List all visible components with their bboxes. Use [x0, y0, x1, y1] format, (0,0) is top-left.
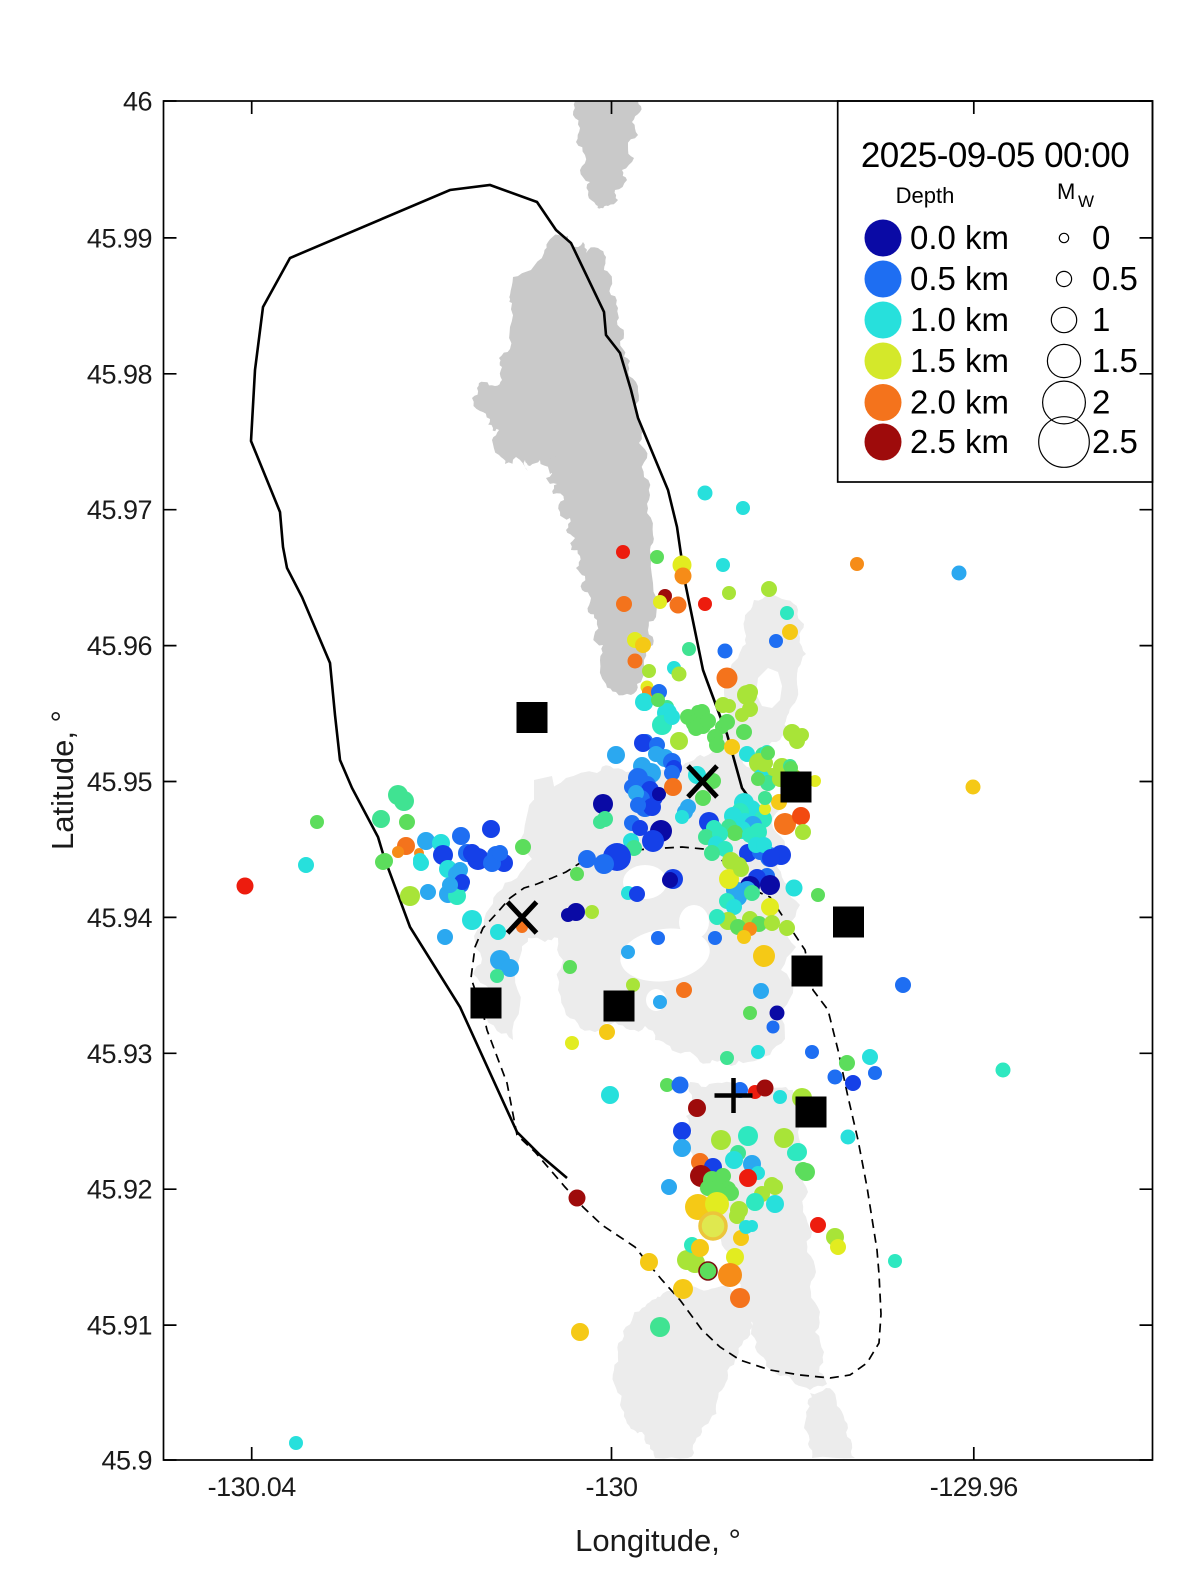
svg-text:45.93: 45.93 [87, 1039, 152, 1069]
svg-text:45.9: 45.9 [101, 1446, 152, 1476]
svg-text:1: 1 [1092, 301, 1110, 338]
svg-text:45.96: 45.96 [87, 631, 152, 661]
svg-text:-129.96: -129.96 [930, 1472, 1018, 1502]
svg-text:-130.04: -130.04 [208, 1472, 297, 1502]
svg-text:1.5 km: 1.5 km [910, 342, 1009, 379]
svg-text:Latitude, °: Latitude, ° [45, 710, 80, 850]
svg-text:2025-09-05 00:00: 2025-09-05 00:00 [861, 136, 1129, 175]
svg-text:0: 0 [1092, 219, 1110, 256]
svg-text:45.98: 45.98 [87, 359, 152, 389]
svg-text:1.5: 1.5 [1092, 342, 1138, 379]
svg-text:45.97: 45.97 [87, 495, 152, 525]
svg-text:M: M [1057, 179, 1075, 204]
svg-text:W: W [1078, 192, 1094, 211]
svg-text:0.5: 0.5 [1092, 260, 1138, 297]
svg-text:45.95: 45.95 [87, 767, 152, 797]
svg-text:2.5 km: 2.5 km [910, 423, 1009, 460]
svg-text:1.0 km: 1.0 km [910, 301, 1009, 338]
svg-text:46: 46 [123, 87, 152, 117]
svg-text:-130: -130 [585, 1472, 637, 1502]
svg-text:45.92: 45.92 [87, 1175, 152, 1205]
svg-text:Depth: Depth [896, 183, 955, 208]
svg-text:0.0 km: 0.0 km [910, 219, 1009, 256]
svg-text:2: 2 [1092, 384, 1110, 421]
svg-text:45.94: 45.94 [87, 903, 153, 933]
svg-text:Longitude, °: Longitude, ° [575, 1523, 741, 1558]
svg-text:45.91: 45.91 [87, 1311, 152, 1341]
svg-text:2.5: 2.5 [1092, 423, 1138, 460]
svg-text:0.5 km: 0.5 km [910, 260, 1009, 297]
svg-text:45.99: 45.99 [87, 223, 152, 253]
svg-text:2.0 km: 2.0 km [910, 384, 1009, 421]
